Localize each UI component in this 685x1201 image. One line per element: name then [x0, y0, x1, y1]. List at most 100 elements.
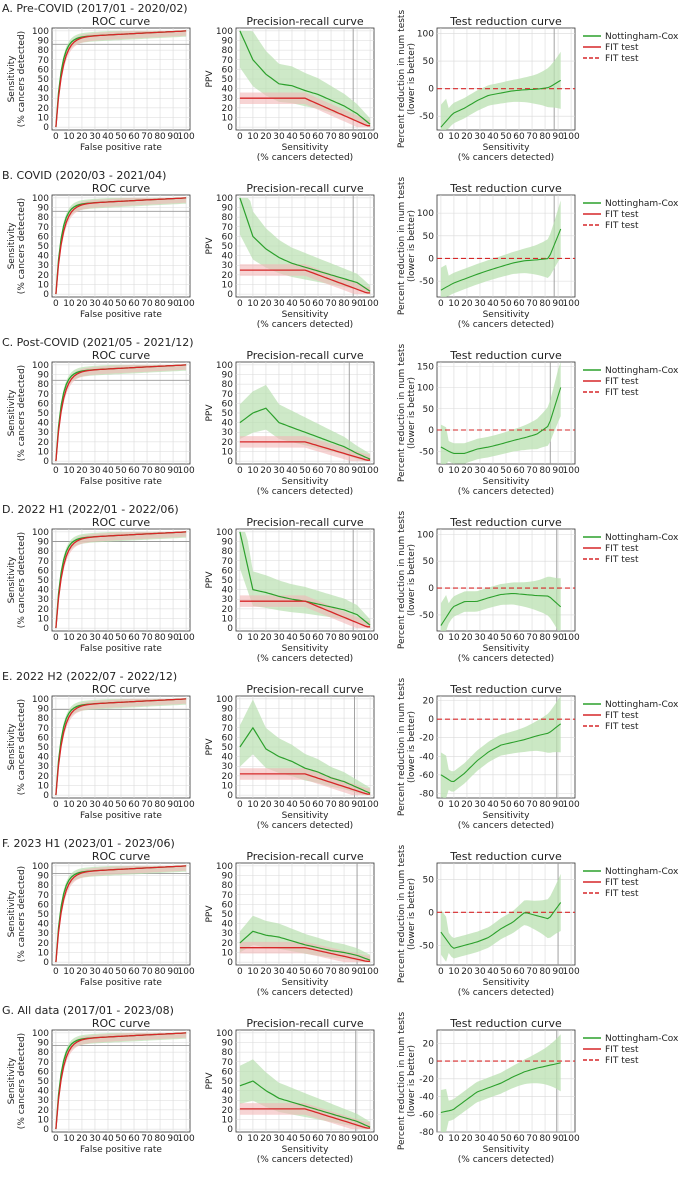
pr-xtick: 100 [362, 633, 379, 643]
roc-ylabel-line2: (% cancers detected) [17, 365, 27, 461]
tr-ytick: 50 [423, 875, 435, 885]
pr-fit-line [239, 97, 371, 127]
pr-xtick: 60 [312, 132, 324, 142]
pr-xtick: 0 [237, 299, 243, 309]
tr-xlabel-line2: (% cancers detected) [458, 821, 554, 831]
tr-xtick: 20 [461, 132, 473, 142]
tr-xtick: 60 [513, 633, 525, 643]
pr-xtick: 60 [312, 800, 324, 810]
tr-xtick: 30 [474, 800, 486, 810]
tr-xlabel-line2: (% cancers detected) [458, 320, 554, 330]
roc-ytick: 30 [38, 94, 50, 104]
pr-ytick: 80 [222, 714, 234, 724]
roc-ytick: 10 [38, 614, 50, 624]
roc-ytick: 100 [32, 361, 49, 371]
pr-ytick: 90 [222, 538, 234, 548]
roc-xtick: 70 [141, 967, 153, 977]
pr-ncox-line [239, 197, 371, 292]
pr-xtick: 10 [247, 800, 259, 810]
pr-ylabel: PPV [205, 905, 215, 923]
tr-ncox-line [440, 902, 562, 949]
roc-ytick: 10 [38, 1115, 50, 1125]
tr-ytick: -20 [419, 1075, 434, 1085]
row-label: A. Pre-COVID (2017/01 - 2020/02) [2, 2, 188, 15]
roc-xtick: 30 [89, 299, 101, 309]
pr-ytick: 100 [216, 528, 233, 538]
tr-ytick: 0 [428, 426, 434, 436]
legend-label: FIT test [605, 878, 639, 888]
pr-xlabel-line1: Sensitivity [282, 477, 330, 487]
roc-ytick: 20 [38, 939, 50, 949]
tr-xtick: 30 [474, 967, 486, 977]
tr-xtick: 60 [513, 132, 525, 142]
pr-ytick: 0 [227, 1125, 233, 1135]
roc-ytick: 50 [38, 409, 50, 419]
row-label: G. All data (2017/01 - 2023/08) [2, 1004, 174, 1017]
roc-ytick: 80 [38, 547, 50, 557]
roc-ytick: 70 [38, 557, 50, 567]
tr-ncox-line [440, 387, 562, 454]
tr-ncox-ci-band [440, 873, 561, 962]
tr-ncox-line [440, 723, 562, 782]
pr-xlabel-line1: Sensitivity [282, 310, 330, 320]
tr-xtick: 80 [539, 633, 551, 643]
roc-ylabel-line2: (% cancers detected) [17, 198, 27, 294]
roc-ytick: 40 [38, 1087, 50, 1097]
pr-xlabel-line1: Sensitivity [282, 811, 330, 821]
pr-ytick: 70 [222, 56, 234, 66]
pr-ytick: 10 [222, 614, 234, 624]
pr-xlabel-line2: (% cancers detected) [257, 1155, 353, 1165]
tr-ytick: 50 [423, 57, 435, 67]
tr-xtick: 40 [487, 967, 499, 977]
pr-ytick: 90 [222, 872, 234, 882]
tr-ylabel-line1: Percent reduction in num tests [397, 845, 407, 984]
roc-ytick: 0 [43, 624, 49, 634]
pr-fit-line [239, 947, 371, 963]
pr-ytick: 60 [222, 399, 234, 409]
roc-ytick: 20 [38, 1106, 50, 1116]
pr-xtick: 20 [260, 132, 272, 142]
tr-ytick: 100 [417, 209, 434, 219]
roc-xtick: 50 [115, 967, 127, 977]
pr-xtick: 100 [362, 132, 379, 142]
tr-xtick: 50 [500, 633, 512, 643]
roc-xtick: 70 [141, 299, 153, 309]
pr-xtick: 40 [286, 1134, 298, 1144]
roc-xtick: 100 [178, 299, 195, 309]
roc-ytick: 70 [38, 390, 50, 400]
tr-ylabel-line1: Percent reduction in num tests [397, 177, 407, 316]
pr-ytick: 100 [216, 862, 233, 872]
pr-xtick: 30 [273, 466, 285, 476]
roc-ytick: 90 [38, 204, 50, 214]
pr-ytick: 50 [222, 910, 234, 920]
roc-ytick: 60 [38, 232, 50, 242]
tr-ylabel-line1: Percent reduction in num tests [397, 344, 407, 483]
tr-ytick: 100 [417, 30, 434, 40]
pr-xtick: 10 [247, 633, 259, 643]
tr-xtick: 100 [563, 967, 580, 977]
roc-xtick: 50 [115, 132, 127, 142]
tr-ytick: -50 [419, 277, 434, 287]
roc-ytick: 0 [43, 1125, 49, 1135]
row-label: C. Post-COVID (2021/05 - 2021/12) [2, 336, 193, 349]
roc-ytick: 100 [32, 194, 49, 204]
pr-ncox-ci-band [239, 384, 371, 462]
pr-ylabel: PPV [205, 571, 215, 589]
tr-ytick: 0 [428, 254, 434, 264]
legend-label: Nottingham-Cox [605, 1034, 679, 1044]
pr-ytick: 30 [222, 595, 234, 605]
roc-xtick: 70 [141, 1134, 153, 1144]
pr-title: Precision-recall curve [246, 683, 364, 696]
pr-ytick: 30 [222, 762, 234, 772]
roc-ytick: 10 [38, 948, 50, 958]
pr-xtick: 60 [312, 299, 324, 309]
tr-ytick: 0 [428, 85, 434, 95]
pr-ytick: 20 [222, 605, 234, 615]
roc-xtick: 40 [102, 466, 114, 476]
roc-xlabel: False positive rate [80, 143, 162, 153]
roc-xtick: 20 [76, 466, 88, 476]
